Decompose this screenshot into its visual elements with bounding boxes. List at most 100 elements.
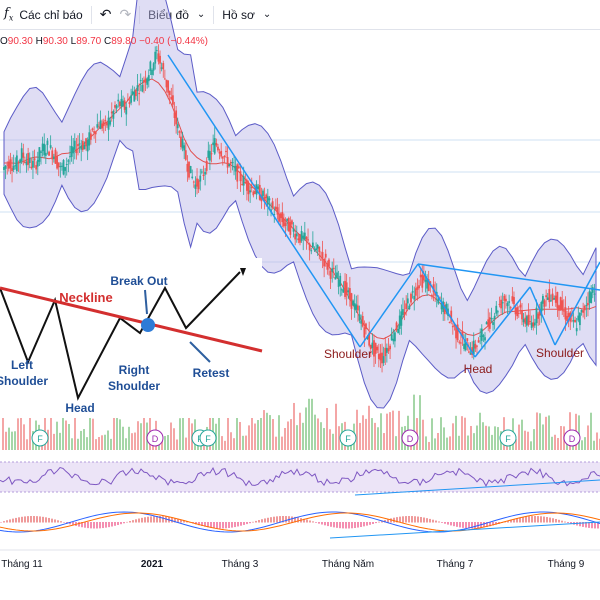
macd-bar <box>555 518 557 523</box>
volume-bar <box>392 410 394 450</box>
head-shoulders-diagram: Neckline Break Out Left Shoulder Head Right Sh… <box>0 258 263 418</box>
candle-body <box>221 157 224 159</box>
candle-body <box>361 315 364 327</box>
candle-body <box>138 93 141 95</box>
candle-body <box>550 300 552 302</box>
candle-body <box>427 279 430 292</box>
candle-body <box>180 136 182 148</box>
macd-bar <box>330 522 332 527</box>
indicators-button[interactable]: fx Các chỉ báo <box>0 0 87 30</box>
candle-body <box>503 295 506 301</box>
volume-bar <box>122 426 124 450</box>
rsi-pane <box>0 461 600 496</box>
macd-bar <box>348 522 350 529</box>
volume-bar <box>20 415 22 450</box>
macd-bar <box>138 518 140 523</box>
candle-body <box>236 164 239 182</box>
candle-body <box>360 320 363 324</box>
volume-bar <box>113 413 115 450</box>
candle-body <box>324 253 327 258</box>
candle-body <box>175 110 178 125</box>
candle-body <box>239 171 242 182</box>
volume-bar <box>287 421 289 450</box>
candle-body <box>316 244 319 249</box>
macd-bar <box>39 516 41 523</box>
macd-bar <box>396 517 398 523</box>
candle-body <box>366 336 369 340</box>
redo-icon[interactable]: ↷ <box>119 6 132 22</box>
candle-body <box>101 123 104 129</box>
volume-bar <box>98 437 100 450</box>
candle-body <box>197 180 200 190</box>
volume-bar <box>551 436 553 450</box>
volume-bar <box>119 419 121 450</box>
macd-bar <box>537 516 539 523</box>
candle-body <box>320 259 322 261</box>
candle-body <box>167 80 169 93</box>
candle-body <box>533 322 536 326</box>
candle-body <box>115 105 118 109</box>
chevron-down-icon: ⌄ <box>196 9 206 20</box>
macd-bar <box>333 522 335 528</box>
macd-bar <box>18 517 20 523</box>
candle-body <box>247 182 250 195</box>
candle-body <box>490 318 493 320</box>
macd-bar <box>486 522 488 527</box>
candle-body <box>461 332 464 338</box>
candle-body <box>70 146 73 157</box>
volume-bar <box>281 436 283 450</box>
candle-body <box>252 191 255 196</box>
candle-body <box>213 138 216 154</box>
candle-body <box>543 300 546 307</box>
candle-body <box>98 126 100 128</box>
candle-body <box>434 292 437 296</box>
candle-body <box>109 120 112 125</box>
candle-body <box>218 151 221 154</box>
candle-body <box>146 78 149 85</box>
x-tick-label: Tháng 11 <box>1 559 43 570</box>
macd-bar <box>231 522 233 528</box>
candle-body <box>530 322 533 328</box>
macd-bar <box>132 520 134 523</box>
volume-bar <box>518 424 520 450</box>
macd-bar <box>249 522 251 524</box>
candle-body <box>28 157 31 164</box>
macd-pane <box>0 511 600 539</box>
volume-bar <box>554 434 556 450</box>
volume-bar <box>395 436 397 450</box>
macd-bar <box>432 519 434 523</box>
macd-bar <box>129 521 131 523</box>
candle-body <box>188 161 190 178</box>
candle-body <box>117 99 120 102</box>
volume-bar <box>320 422 322 450</box>
undo-icon[interactable]: ↶ <box>99 6 112 22</box>
macd-bar <box>318 522 320 524</box>
macd-trendline <box>329 521 600 539</box>
volume-bar <box>251 408 253 450</box>
candle-body <box>311 242 314 248</box>
macd-bar <box>414 516 416 523</box>
macd-bar <box>483 522 485 528</box>
volume-bar <box>455 415 457 450</box>
volume-bar <box>377 427 379 450</box>
macd-bar <box>378 521 380 523</box>
volume-bar <box>332 433 334 450</box>
macd-bar <box>177 518 179 523</box>
volume-bar <box>380 413 382 450</box>
candle-body <box>154 51 157 64</box>
macd-bar <box>534 516 536 523</box>
volume-bar <box>275 436 277 450</box>
volume-bar <box>461 416 463 450</box>
candle-body <box>299 234 301 243</box>
head-label: Head <box>65 401 94 415</box>
profile-menu-button[interactable]: Hồ sơ ⌄ <box>218 0 275 30</box>
volume-bar <box>5 431 7 450</box>
candle-body <box>147 75 150 82</box>
candle-body <box>537 313 539 319</box>
macd-bar <box>156 516 158 523</box>
candle-body <box>183 145 186 151</box>
chart-menu-button[interactable]: Biểu đồ ⌄ <box>144 0 209 30</box>
candle-body <box>225 150 227 153</box>
candle-body <box>263 197 266 201</box>
